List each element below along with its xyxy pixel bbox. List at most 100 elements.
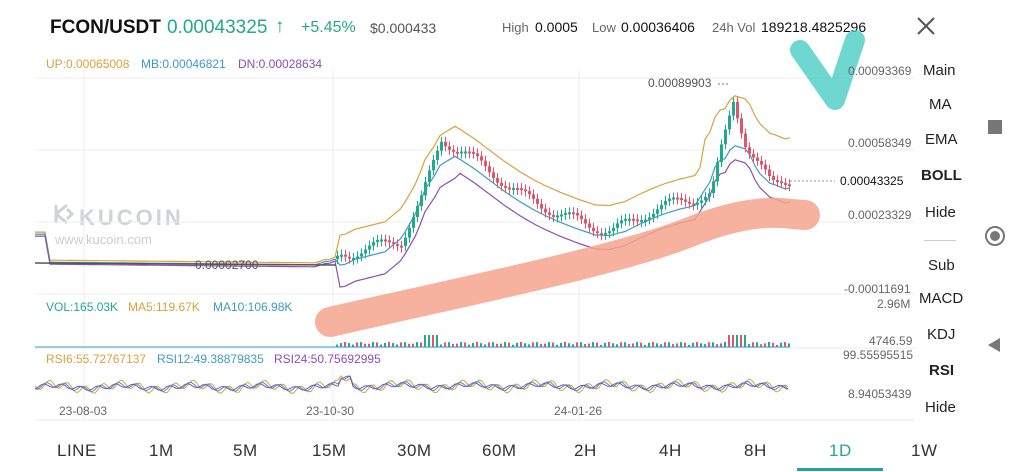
volume-bar	[456, 343, 458, 347]
candle-body	[416, 205, 419, 218]
rsi12-legend: RSI12:49.38879835	[157, 352, 264, 366]
candle-body	[540, 203, 543, 209]
volume-bars	[35, 335, 790, 348]
candle-body	[408, 227, 411, 238]
volume-bar	[504, 342, 506, 347]
side-rsi-button[interactable]: RSI	[929, 362, 955, 379]
timeframe-1d[interactable]: 1D	[829, 441, 852, 460]
price-axis-bottom: -0.00011691	[844, 282, 911, 296]
candle-body	[700, 200, 703, 203]
candle-body	[616, 223, 619, 228]
candle-body	[460, 151, 463, 154]
date-label-2: 23-10-30	[306, 404, 355, 418]
candle-body	[464, 151, 467, 154]
candle-body	[608, 231, 611, 234]
vol-ma10-legend: MA10:106.98K	[213, 300, 293, 314]
pair-title[interactable]: FCON/USDT	[50, 17, 161, 38]
candle-body	[596, 231, 599, 234]
stop-square-icon[interactable]	[988, 120, 1002, 134]
home-circle-icon[interactable]	[985, 226, 1005, 246]
candle-body	[756, 157, 759, 161]
volume-bar	[392, 343, 394, 347]
volume-bar	[380, 344, 382, 347]
candle-body	[660, 204, 663, 210]
side-boll-button[interactable]: BOLL	[921, 167, 962, 184]
volume-bar	[416, 342, 418, 347]
volume-bar	[492, 342, 494, 347]
candle-body	[684, 199, 687, 202]
candle-body	[424, 182, 427, 196]
volume-bar	[768, 342, 770, 347]
candle-body	[780, 181, 783, 184]
candle-body	[400, 245, 403, 248]
volume-bar	[604, 342, 606, 347]
candle-body	[472, 151, 475, 154]
volume-bar	[460, 342, 462, 347]
back-triangle-icon[interactable]	[987, 337, 1001, 358]
vol-value: 189218.4825296	[761, 19, 867, 35]
side-main-label: Main	[923, 62, 956, 79]
candle-body	[468, 151, 471, 154]
volume-bar	[432, 335, 434, 347]
timeframe-5m[interactable]: 5M	[233, 441, 258, 460]
timeframe-1w[interactable]: 1W	[911, 441, 938, 460]
volume-bar	[480, 343, 482, 347]
volume-bar	[368, 343, 370, 347]
rsi-axis-bottom: 8.94053439	[848, 387, 912, 401]
boll-dn-legend: DN:0.00028634	[238, 57, 323, 71]
side-hide-main-button[interactable]: Hide	[925, 204, 956, 221]
side-ema-button[interactable]: EMA	[925, 131, 958, 148]
side-ma-button[interactable]: MA	[929, 96, 952, 113]
timeframe-4h[interactable]: 4H	[659, 441, 682, 460]
candle-body	[676, 197, 679, 200]
timeframe-1m[interactable]: 1M	[149, 441, 174, 460]
volume-bar	[624, 342, 626, 347]
candle-body	[648, 217, 651, 220]
timeframe-8h[interactable]: 8H	[744, 441, 767, 460]
side-macd-button[interactable]: MACD	[919, 290, 964, 307]
candle-body	[632, 218, 635, 221]
volume-bar	[644, 344, 646, 347]
candle-body	[620, 220, 623, 224]
volume-bar	[556, 344, 558, 347]
volume-bar	[400, 342, 402, 347]
candle-body	[336, 255, 339, 259]
vol-axis-bottom: 4746.59	[869, 334, 913, 348]
volume-bar	[388, 342, 390, 347]
close-icon[interactable]	[914, 14, 938, 38]
side-kdj-button[interactable]: KDJ	[927, 326, 956, 343]
volume-bar	[708, 342, 710, 347]
timeframe-30m[interactable]: 30M	[397, 441, 432, 460]
candle-body	[740, 118, 743, 134]
kucoin-logo-icon	[53, 203, 79, 231]
volume-bar	[512, 344, 514, 347]
timeframe-2h[interactable]: 2H	[574, 441, 597, 460]
volume-bar	[632, 343, 634, 347]
timeframe-60m[interactable]: 60M	[482, 441, 517, 460]
volume-bar	[756, 342, 758, 347]
side-hide-sub-button[interactable]: Hide	[925, 399, 956, 416]
price-axis-current: 0.00043325	[838, 174, 906, 188]
timeframe-15m[interactable]: 15M	[312, 441, 347, 460]
candle-body	[476, 153, 479, 157]
candle-body	[340, 254, 343, 257]
volume-bar	[424, 335, 426, 347]
volume-bar	[620, 342, 622, 347]
volume-bar	[548, 342, 550, 347]
vol-axis-top: 2.96M	[877, 297, 911, 311]
timeframe-line[interactable]: LINE	[57, 441, 97, 460]
kline-chart[interactable]	[0, 0, 968, 440]
max-price-marker: 0.00089903	[648, 76, 712, 90]
candle-body	[652, 213, 655, 218]
candle-body	[712, 181, 715, 194]
volume-bar	[372, 342, 374, 347]
volume-bar	[660, 344, 662, 347]
candle-body	[500, 182, 503, 186]
rsi-line-6	[34, 375, 789, 394]
chart-grid	[35, 70, 915, 421]
candle-body	[392, 242, 395, 245]
volume-bar	[560, 342, 562, 347]
volume-bar	[544, 343, 546, 347]
candle-body	[588, 223, 591, 228]
candle-body	[344, 254, 347, 257]
